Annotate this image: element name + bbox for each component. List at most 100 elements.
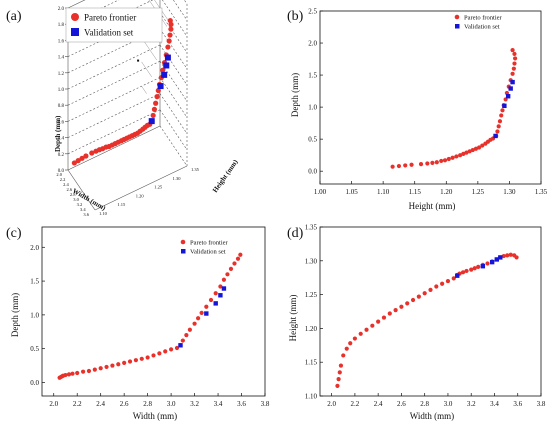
pareto-point: [225, 272, 230, 277]
pareto-point: [425, 161, 430, 166]
pareto-point: [512, 51, 517, 57]
a-grid-line: [67, 93, 161, 138]
panel-c-xtick-label: 3.8: [261, 400, 270, 408]
panel-a-label: (a): [6, 9, 22, 24]
panel-d-xtick-label: 2.2: [351, 400, 360, 408]
pareto-point: [86, 368, 92, 374]
validation-point-3d: [164, 54, 171, 61]
panel-b-axes: 1.00 1.05 1.10 1.15 1.20 1.25 1.30 1.35 0.0 0.5 1.…: [308, 8, 547, 197]
a-z-tick-label: 1.6: [58, 39, 65, 44]
panel-b-ytick-label: 0.0: [308, 168, 317, 176]
validation-point: [178, 343, 183, 348]
validation-point: [508, 86, 513, 91]
a-grid-line: [173, 0, 188, 21]
a-width-tick-label: 3.2: [77, 202, 83, 207]
pareto-point: [66, 372, 72, 377]
panel-c-xtick-label: 3.2: [190, 400, 199, 408]
panel-c-xlabel: Width (mm): [133, 411, 177, 421]
a-height-tick-label: 1.15: [117, 202, 126, 207]
pareto-point: [370, 323, 375, 328]
a-width-tick-label: 3.6: [83, 212, 89, 217]
panel-d-xtick-label: 2.0: [327, 400, 336, 408]
pareto-point: [75, 370, 80, 376]
pareto-point: [228, 266, 234, 272]
panel-b-points: [390, 47, 518, 169]
validation-point: [221, 286, 227, 291]
pareto-point: [337, 370, 342, 375]
panel-b-ytick-label: 2.5: [308, 8, 317, 16]
pareto-point: [381, 315, 387, 320]
panel-d-ytick-label: 1.25: [305, 291, 318, 299]
pareto-point: [464, 268, 469, 274]
a-width-tick-label: 2.8: [70, 192, 76, 197]
panel-c: (c) 2.0 2.2 2.4 2.6 2.8 3.0 3.2 3.4 3.6 3.8 0.0 0.5…: [6, 226, 270, 421]
validation-point-3d: [157, 83, 164, 90]
panel-d-ytick-label: 1.15: [305, 359, 318, 367]
pareto-point: [122, 360, 127, 365]
a-grid-line: [159, 44, 188, 86]
a-height-tick-label: 1.35: [191, 167, 200, 172]
panel-d-xtick-label: 3.2: [467, 400, 476, 408]
pareto-point: [196, 316, 201, 321]
panel-b-xtick-label: 1.05: [345, 188, 358, 196]
pareto-point: [358, 331, 363, 336]
a-z-tick-label: 0.4: [58, 137, 65, 142]
a-z-tick-label: 0.8: [58, 104, 65, 109]
panel-d-ytick-label: 1.10: [305, 393, 318, 401]
pareto-point: [235, 256, 241, 261]
pareto-point: [434, 284, 439, 289]
panel-c-xtick-label: 2.6: [120, 400, 129, 408]
panel-d-ytick-label: 1.35: [305, 224, 318, 232]
panel-c-xtick-label: 2.2: [73, 400, 82, 408]
a-height-tick-label: 1.10: [99, 211, 108, 216]
panel-b-ytick-label: 1.5: [308, 72, 317, 80]
pareto-point: [145, 355, 150, 360]
panel-b-xtick-label: 1.30: [503, 188, 516, 196]
a-width-tick-label: 2.4: [63, 182, 69, 187]
panel-d-xtick-label: 3.4: [490, 400, 499, 408]
pareto-point: [514, 255, 519, 260]
pareto-point: [151, 353, 156, 358]
panel-d: (d) 2.0 2.2 2.4 2.6 2.8 3.0 3.2 3.4 3.6 3.8 1.10 1.…: [287, 224, 546, 422]
a-floor-edge: [67, 125, 161, 171]
panel-c-points: [57, 252, 243, 380]
pareto-point-3d: [168, 26, 174, 32]
pareto-point: [464, 150, 469, 155]
panel-d-xtick-label: 2.8: [420, 400, 429, 408]
pareto-point: [169, 347, 174, 352]
panel-c-ytick-label: 1.5: [30, 278, 39, 286]
panel-c-ytick-label: 0.5: [30, 345, 39, 353]
pareto-point: [110, 363, 115, 368]
pareto-point: [399, 304, 404, 309]
panel-d-points: [335, 252, 519, 388]
panel-c-xtick-label: 2.4: [96, 400, 105, 408]
pareto-point: [470, 147, 475, 153]
pareto-point: [473, 146, 479, 151]
pareto-point: [364, 327, 369, 332]
panel-b-legend: Pareto frontier Validation set: [454, 15, 503, 31]
panel-d-ytick-label: 1.20: [305, 325, 318, 333]
pareto-point: [192, 321, 197, 326]
a-grid-line: [67, 109, 161, 155]
pareto-point: [341, 353, 346, 358]
pareto-point: [208, 297, 214, 303]
pareto-point-3d: [155, 87, 161, 94]
pareto-point-3d: [167, 17, 173, 24]
panel-c-legend-pareto-marker: [180, 239, 186, 245]
panel-b-xtick-label: 1.25: [472, 188, 485, 196]
panel-d-axes: 2.0 2.2 2.4 2.6 2.8 3.0 3.2 3.4 3.6 3.8 1.10 1.15 1.…: [305, 224, 546, 409]
pareto-point: [338, 363, 344, 368]
pareto-point: [442, 158, 448, 163]
panel-b-xlabel: Height (mm): [409, 201, 456, 211]
pareto-point: [418, 162, 424, 167]
pareto-point: [213, 291, 218, 296]
panel-c-legend: Pareto frontier Validation set: [180, 239, 229, 256]
pareto-point: [460, 270, 466, 275]
panel-b-xtick-label: 1.35: [535, 188, 548, 196]
pareto-point-3d: [83, 153, 89, 159]
pareto-point: [510, 71, 515, 76]
panel-a-legend-pareto-marker: [71, 13, 79, 21]
panel-c-ytick-label: 2.0: [30, 244, 39, 252]
validation-point: [502, 103, 507, 109]
